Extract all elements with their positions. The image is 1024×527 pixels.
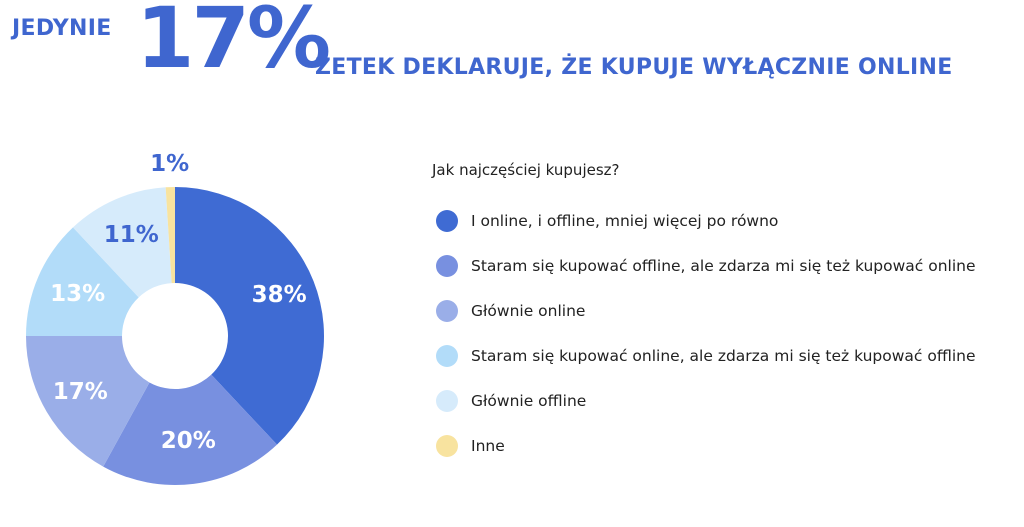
headline-suffix: ZETEK DEKLARUJE, ŻE KUPUJE WYŁĄCZNIE ONL… (315, 55, 953, 80)
donut-chart: 38% 20% 17% 13% 11% 1% (26, 151, 325, 485)
legend-item-1: I online, i offline, mniej więcej po rów… (436, 206, 778, 236)
slice-3 (26, 336, 150, 467)
legend-item-5: Głównie offline (436, 386, 586, 416)
legend-swatch-3 (436, 300, 458, 322)
headline-highlight: 17% (136, 0, 331, 87)
slice-label-2: 20% (161, 428, 216, 454)
slice-1 (175, 187, 325, 445)
legend-swatch-5 (436, 390, 458, 412)
slice-4 (26, 227, 139, 336)
legend-item-6: Inne (436, 431, 505, 461)
slice-label-5: 11% (104, 222, 159, 248)
legend-item-2: Staram się kupować offline, ale zdarza m… (436, 251, 976, 281)
legend-swatch-1 (436, 210, 458, 232)
legend-swatch-2 (436, 255, 458, 277)
legend-item-3: Głównie online (436, 296, 585, 326)
slice-label-1: 38% (252, 282, 307, 308)
legend-swatch-4 (436, 345, 458, 367)
legend-label-4: Staram się kupować online, ale zdarza mi… (471, 347, 976, 365)
slice-label-6: 1% (150, 151, 189, 177)
slice-label-4: 13% (50, 281, 105, 307)
slice-2 (103, 374, 277, 485)
headline-prefix: JEDYNIE (12, 16, 112, 41)
legend-label-2: Staram się kupować offline, ale zdarza m… (471, 257, 976, 275)
headline: JEDYNIE 17% ZETEK DEKLARUJE, ŻE KUPUJE W… (12, 0, 1012, 96)
legend-label-5: Głównie offline (471, 392, 587, 410)
legend-swatch-6 (436, 435, 458, 457)
chart-title: Jak najczęściej kupujesz? (432, 161, 620, 179)
legend-item-4: Staram się kupować online, ale zdarza mi… (436, 341, 976, 371)
legend-label-3: Głównie online (471, 302, 586, 320)
legend-label-6: Inne (471, 437, 505, 455)
slice-label-3: 17% (53, 379, 108, 405)
slice-6 (165, 187, 175, 284)
legend-label-1: I online, i offline, mniej więcej po rów… (471, 212, 779, 230)
slice-5 (73, 187, 172, 298)
